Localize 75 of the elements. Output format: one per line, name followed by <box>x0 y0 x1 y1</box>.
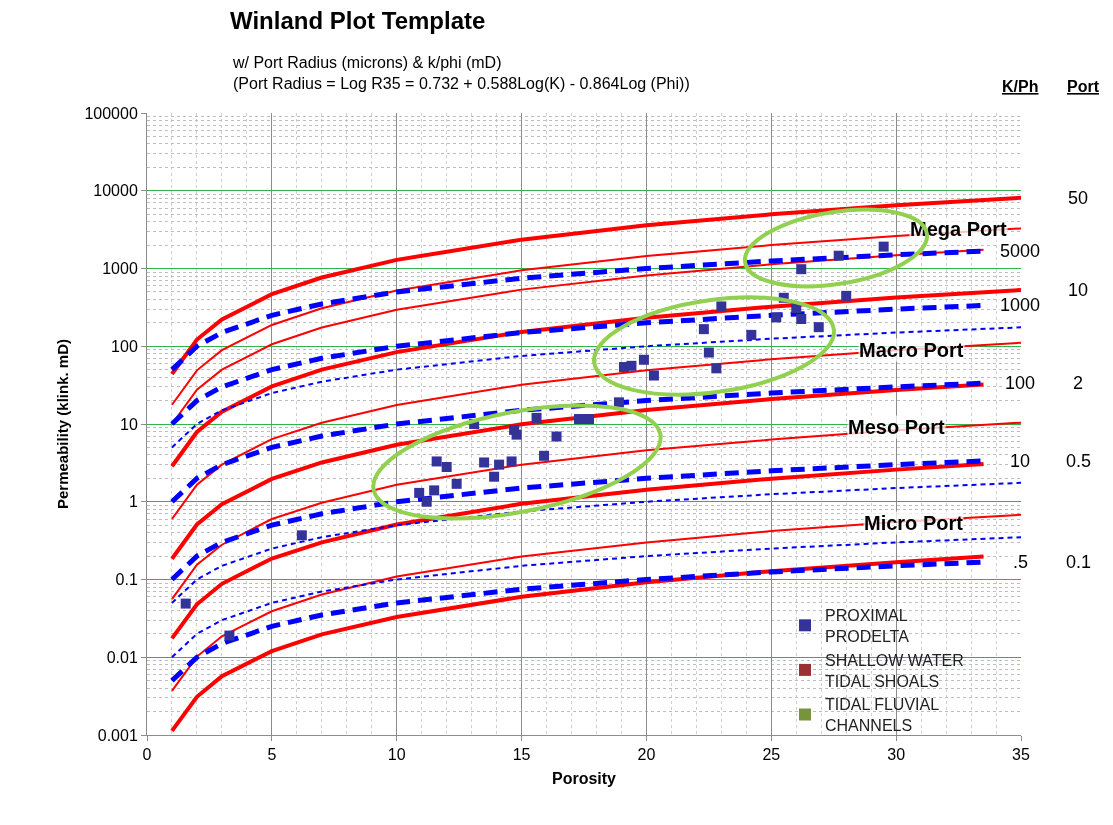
point <box>479 457 490 468</box>
x-tick-label: 20 <box>637 746 656 764</box>
x-tick-label: 25 <box>762 746 781 764</box>
annotation: Meso Port <box>848 416 946 438</box>
point <box>551 431 562 442</box>
y-tick-label: 100000 <box>84 104 138 122</box>
point <box>511 429 522 440</box>
point <box>796 264 807 275</box>
y-tick-label: 1000 <box>102 260 138 278</box>
point <box>833 250 844 261</box>
annotation: 5000 <box>1000 241 1041 261</box>
annotation: 10 <box>1068 280 1089 300</box>
line-series <box>169 462 986 641</box>
point <box>648 370 659 381</box>
point <box>613 397 624 408</box>
chart-subtitle: w/ Port Radius (microns) & k/phi (mD) (Port Radius = Log R35 = 0.732 + 0.588Log(K) - 0.864Log (Phi)) <box>232 54 690 92</box>
point <box>506 456 517 467</box>
x-tick-label: 5 <box>267 746 277 764</box>
legend-label: PROXIMAL PRODELTA <box>825 607 910 645</box>
point <box>180 598 191 609</box>
point <box>771 312 782 323</box>
point <box>296 530 307 541</box>
text: 0.5 <box>1066 451 1092 471</box>
x-tick-label: 0 <box>142 746 152 764</box>
text: 2 <box>1073 373 1084 393</box>
point <box>574 413 585 424</box>
x-axis-title: Porosity <box>551 769 617 787</box>
point <box>531 412 542 423</box>
annotation: 100 <box>1005 373 1036 393</box>
point <box>626 360 637 371</box>
y-tick-label: 0.1 <box>115 571 138 589</box>
x-tick-label: 35 <box>1012 746 1030 764</box>
point <box>703 347 714 358</box>
x-tick-label: 30 <box>887 746 906 764</box>
point <box>441 461 452 472</box>
point <box>494 459 505 470</box>
point <box>414 487 425 498</box>
annotation: 50 <box>1068 188 1089 208</box>
text: 0.1 <box>1066 552 1092 572</box>
line-series <box>169 382 986 561</box>
point <box>813 322 824 333</box>
y-tick-label: 0.001 <box>97 726 138 744</box>
x-tick-label: 10 <box>387 746 406 764</box>
point <box>638 354 649 365</box>
point <box>746 329 757 340</box>
point <box>224 630 235 641</box>
text: K/Ph <box>1002 78 1039 95</box>
annotation: 10 <box>1010 451 1031 471</box>
chart-title: Winland Plot Template <box>230 7 486 35</box>
point <box>796 314 807 325</box>
annotation: 1000 <box>1000 295 1041 315</box>
y-axis-title: Permeability (klink. mD) <box>53 338 71 510</box>
point <box>431 456 442 467</box>
x-tick-label: 15 <box>512 746 531 764</box>
point <box>489 471 500 482</box>
text: Port <box>1067 78 1100 95</box>
annotation: .5 <box>1013 552 1029 572</box>
y-tick-label: 10000 <box>93 182 138 200</box>
point <box>711 363 722 374</box>
y-tick-label: 1 <box>128 493 138 511</box>
y-tick-label: 100 <box>111 337 138 355</box>
point <box>421 496 432 507</box>
point <box>539 450 550 461</box>
y-tick-label: 0.01 <box>106 648 138 666</box>
point <box>429 485 440 496</box>
point <box>878 241 889 252</box>
legend-label: TIDAL FLUVIAL CHANNELS <box>825 696 940 735</box>
point <box>698 324 709 335</box>
point <box>451 478 462 489</box>
annotation: Micro Port <box>864 512 964 534</box>
point <box>716 301 727 312</box>
y-tick-label: 10 <box>120 415 138 433</box>
point <box>841 290 852 301</box>
annotation: Macro Port <box>859 339 964 361</box>
point <box>583 413 594 424</box>
